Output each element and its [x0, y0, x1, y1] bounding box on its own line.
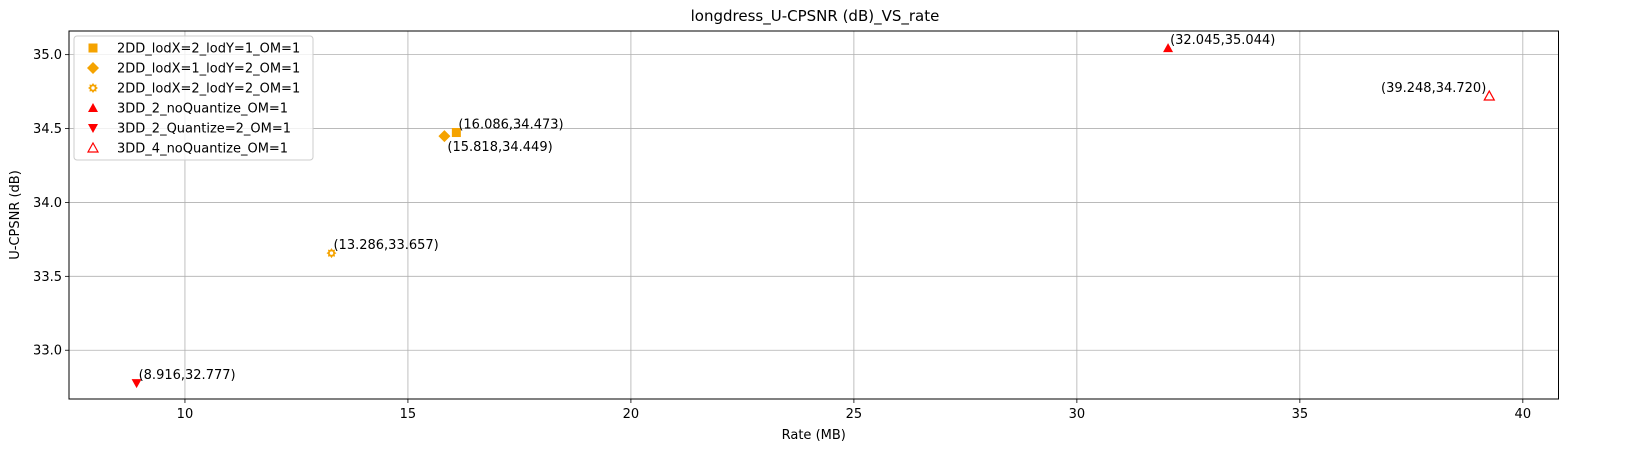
data-label: (16.086,34.473)	[458, 118, 563, 133]
x-tick-label: 25	[846, 407, 863, 422]
y-tick-label: 34.5	[33, 122, 62, 137]
y-axis-label: U-CPSNR (dB)	[8, 170, 23, 260]
data-point	[1483, 89, 1496, 101]
x-tick-label: 15	[400, 407, 417, 422]
gear-marker-hole	[91, 86, 95, 90]
gear-marker-hole	[329, 251, 334, 255]
data-label: (15.818,34.449)	[447, 140, 552, 155]
data-point	[326, 248, 337, 259]
x-tick-label: 10	[177, 407, 194, 422]
legend-marker	[88, 43, 98, 53]
plot-frame	[68, 30, 1559, 400]
data-points	[131, 43, 1496, 389]
legend: 2DD_lodX=2_lodY=1_OM=1 2DD_lodX=1_lodY=2_…	[73, 35, 314, 161]
ticks: 10 15 20 25 30 35 40 33.0 33.5 34.0 34.5 35.0	[33, 48, 1531, 422]
legend-marker	[86, 141, 100, 153]
legend-entry: 2DD_lodX=1_lodY=2_OM=1	[117, 62, 300, 77]
legend-marker	[88, 124, 98, 133]
x-tick-label: 40	[1515, 407, 1532, 422]
legend-marker	[87, 62, 99, 74]
x-tick-label: 30	[1069, 407, 1086, 422]
legend-entry: 3DD_2_Quantize=2_OM=1	[117, 122, 291, 137]
data-point	[131, 379, 142, 389]
legend-marker	[88, 83, 98, 93]
data-label: (13.286,33.657)	[333, 238, 438, 253]
x-tick-label: 35	[1292, 407, 1309, 422]
y-tick-label: 34.0	[33, 196, 62, 211]
data-point	[1163, 43, 1174, 53]
chart-title: longdress_U-CPSNR (dB)_VS_rate	[691, 7, 940, 26]
grid	[69, 31, 1559, 399]
data-label: (39.248,34.720)	[1381, 81, 1486, 96]
legend-entry: 2DD_lodX=2_lodY=2_OM=1	[117, 82, 300, 97]
legend-box	[73, 35, 314, 161]
legend-entry: 3DD_2_noQuantize_OM=1	[117, 102, 288, 117]
data-point	[438, 130, 451, 143]
data-label: (32.045,35.044)	[1170, 33, 1275, 48]
data-label: (8.916,32.777)	[139, 368, 236, 383]
legend-entry: 2DD_lodX=2_lodY=1_OM=1	[117, 42, 300, 57]
x-axis-label: Rate (MB)	[782, 428, 846, 443]
x-tick-label: 20	[623, 407, 640, 422]
y-tick-label: 35.0	[33, 48, 62, 63]
y-tick-label: 33.0	[33, 344, 62, 359]
y-tick-label: 33.5	[33, 270, 62, 285]
legend-entry: 3DD_4_noQuantize_OM=1	[117, 142, 288, 157]
data-annotations: (16.086,34.473) (15.818,34.449) (13.286,33…	[139, 33, 1487, 383]
data-point	[451, 128, 461, 138]
legend-marker	[88, 103, 98, 112]
